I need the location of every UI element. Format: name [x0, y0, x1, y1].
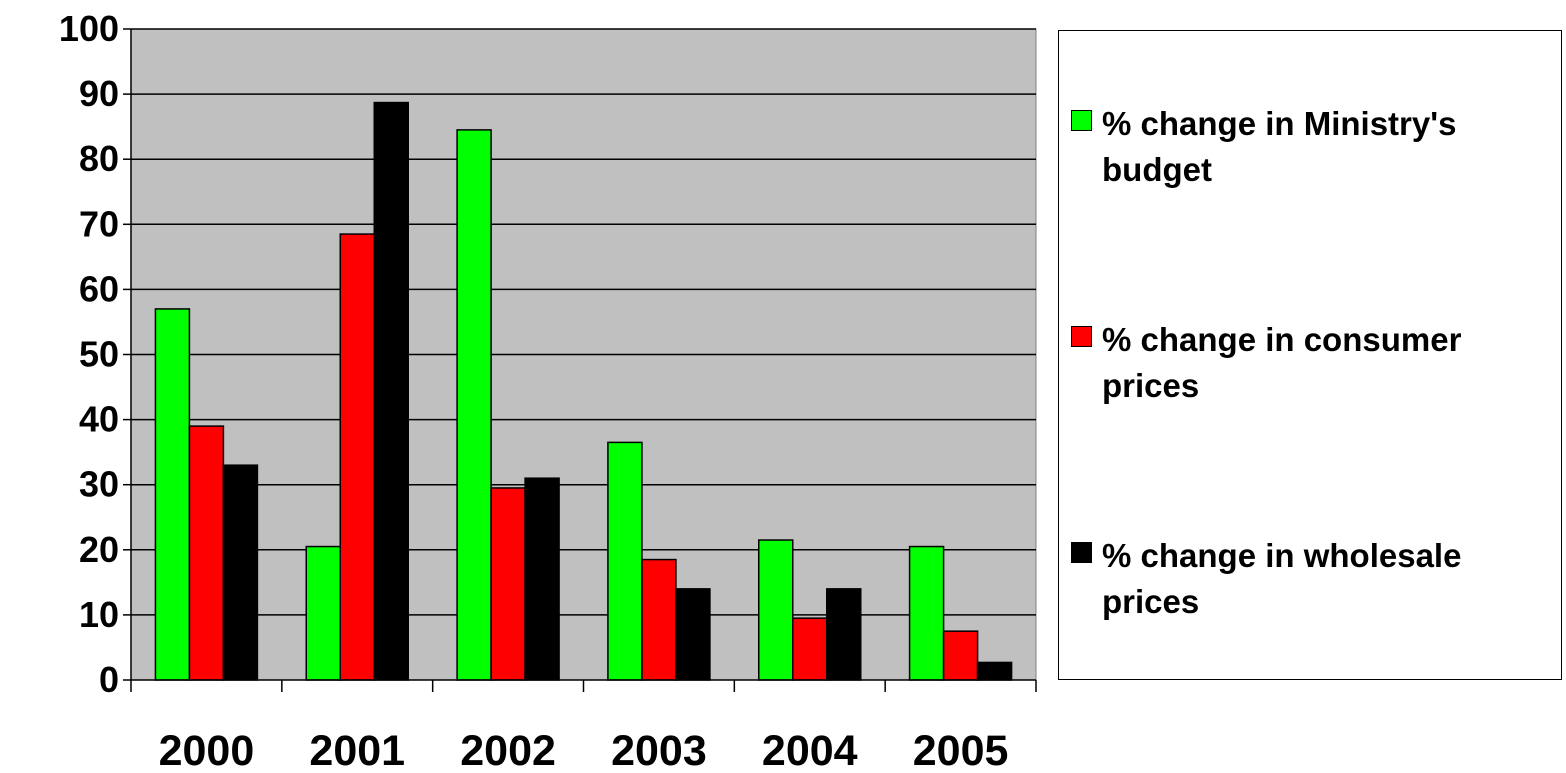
y-tick-label-90: 90	[79, 73, 119, 114]
bar-2005-series-1	[942, 630, 979, 681]
x-tick-label-2005: 2005	[913, 727, 1009, 773]
bar-2003-series-1	[641, 558, 677, 681]
x-tick-label-2003: 2003	[611, 727, 707, 773]
y-tick-label-100: 100	[59, 8, 119, 49]
gridlines	[131, 28, 1036, 616]
x-tick-labels: 2000 2001 2002 2003 2004 2005	[159, 727, 1009, 773]
y-tick-label-10: 10	[79, 594, 119, 635]
legend-label-consumer: % change in consumer prices	[1102, 321, 1462, 404]
y-tick-label-60: 60	[79, 268, 119, 309]
bar-2003-series-2	[675, 588, 711, 681]
x-tick-label-2002: 2002	[460, 727, 556, 773]
legend-swatch-consumer	[1071, 326, 1092, 347]
legend-item-consumer: % change in consumer prices	[1071, 317, 1557, 409]
bar-2003-series-0	[607, 441, 643, 681]
legend-item-budget: % change in Ministry's budget	[1071, 101, 1557, 193]
legend-label-wholesale: % change in wholesale prices	[1102, 537, 1462, 620]
y-tick-label-40: 40	[79, 399, 119, 440]
x-tick-label-2001: 2001	[309, 727, 405, 773]
y-tick-label-0: 0	[99, 659, 119, 700]
bar-2005-series-2	[976, 661, 1013, 681]
y-tick-label-30: 30	[79, 464, 119, 505]
legend-swatch-wholesale	[1071, 542, 1092, 563]
x-tick-label-2004: 2004	[762, 727, 858, 773]
legend-swatch-budget	[1071, 110, 1092, 131]
bar-2004-series-2	[826, 588, 862, 681]
bar-2001-series-1	[339, 233, 375, 681]
y-tick-label-80: 80	[79, 138, 119, 179]
y-tick-labels: 0 10 20 30 40 50 60 70 80 90 100	[59, 8, 119, 700]
bar-2004-series-0	[758, 539, 794, 681]
bar-2000-series-0	[154, 308, 191, 681]
axes	[123, 28, 1037, 692]
y-tick-label-50: 50	[79, 334, 119, 375]
bar-2004-series-1	[792, 617, 828, 681]
bar-2002-series-1	[490, 487, 526, 681]
bar-2000-series-1	[188, 425, 225, 681]
bar-2001-series-2	[373, 101, 409, 681]
legend: % change in Ministry's budget % change i…	[1058, 30, 1562, 680]
bar-2005-series-0	[908, 545, 945, 681]
x-tick-label-2000: 2000	[159, 727, 255, 773]
bar-2001-series-0	[305, 545, 341, 681]
y-tick-label-20: 20	[79, 529, 119, 570]
bar-2002-series-0	[456, 129, 492, 681]
y-tick-label-70: 70	[79, 203, 119, 244]
bar-2002-series-2	[524, 477, 560, 681]
bar-2000-series-2	[222, 464, 259, 681]
legend-item-wholesale: % change in wholesale prices	[1071, 533, 1557, 625]
legend-label-budget: % change in Ministry's budget	[1102, 105, 1457, 188]
